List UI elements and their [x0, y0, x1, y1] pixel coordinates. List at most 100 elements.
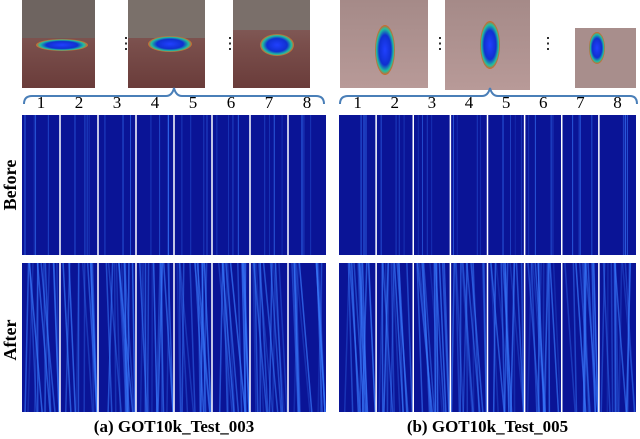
activation-streak: [618, 262, 623, 413]
column-number: 6: [539, 93, 548, 112]
activation-streak: [359, 262, 363, 413]
activation-streak: [294, 262, 301, 413]
activation-streak: [75, 262, 80, 413]
activation-streak: [503, 262, 509, 413]
activation-streak: [500, 262, 506, 413]
activation-streak: [606, 262, 609, 413]
row-label: Before: [0, 160, 20, 211]
activation-streak: [515, 262, 525, 413]
activation-streak: [243, 262, 250, 413]
svg-text:⋮: ⋮: [222, 36, 238, 53]
svg-text:⋮: ⋮: [432, 36, 448, 53]
activation-streak: [544, 262, 549, 413]
activation-streak: [28, 262, 38, 413]
activation-streak: [572, 262, 578, 413]
column-number: 6: [227, 93, 236, 112]
activation-streak: [105, 262, 113, 413]
activation-streak: [127, 262, 130, 413]
activation-streak: [194, 262, 205, 413]
activation-streak: [438, 262, 447, 413]
activation-streak: [527, 262, 541, 413]
activation-streak: [179, 262, 195, 413]
row-label: After: [0, 320, 20, 361]
activation-streak: [293, 262, 300, 413]
brace: [339, 87, 638, 105]
activation-streak: [396, 262, 409, 413]
activation-streak: [226, 262, 236, 413]
activation-streak: [120, 262, 128, 413]
activation-streak: [189, 262, 196, 413]
activation-streak: [592, 262, 599, 413]
activation-streak: [113, 262, 117, 413]
activation-streak: [353, 262, 365, 413]
activation-streak: [626, 262, 631, 413]
column-number: 4: [465, 93, 474, 112]
thumbnails-left: ⋮ ⋮: [22, 0, 310, 88]
activation-streak: [416, 262, 424, 413]
activation-streak: [470, 262, 484, 413]
activation-streak: [52, 262, 60, 413]
activation-streak: [422, 262, 431, 413]
activation-streak: [552, 262, 562, 413]
activation-streak: [587, 262, 597, 413]
activation-streak: [347, 262, 354, 413]
activation-streak: [115, 262, 122, 413]
activation-streak: [107, 262, 122, 413]
activation-streak: [358, 262, 367, 413]
activation-streak: [490, 262, 505, 413]
activation-streak: [139, 262, 145, 413]
activation-streak: [600, 262, 606, 413]
column-number: 8: [303, 93, 312, 112]
activation-streak: [492, 262, 497, 413]
activation-streak: [146, 262, 150, 413]
activation-streak: [450, 262, 456, 413]
activation-streak: [123, 262, 135, 413]
activation-streak: [466, 262, 481, 413]
activation-streak: [614, 262, 617, 413]
activation-streak: [406, 262, 413, 413]
activation-streak: [317, 262, 326, 413]
activation-streak: [221, 262, 235, 413]
activation-streak: [343, 262, 350, 413]
activation-streak: [64, 262, 71, 413]
activation-streak: [83, 262, 86, 413]
activation-streak: [483, 262, 488, 413]
caption: (b) GOT10k_Test_005: [407, 417, 568, 436]
activation-streak: [229, 262, 246, 413]
activation-streak: [43, 262, 51, 413]
activation-streak: [269, 262, 282, 413]
activation-streak: [465, 262, 469, 413]
activation-streak: [542, 262, 550, 413]
activation-streak: [564, 262, 576, 413]
activation-streak: [582, 262, 586, 413]
activation-streak: [359, 262, 369, 413]
activation-streak: [278, 262, 288, 413]
activation-streak: [89, 262, 98, 413]
activation-streak: [530, 262, 538, 413]
activation-streak: [271, 262, 277, 413]
activation-streak: [118, 262, 134, 413]
column-number: 1: [37, 93, 46, 112]
activation-streak: [548, 262, 551, 413]
activation-streak: [298, 262, 313, 413]
column-number: 4: [151, 93, 160, 112]
activation-streak: [610, 262, 614, 413]
activation-streak: [391, 262, 401, 413]
activation-streak: [357, 262, 364, 413]
activation-streak: [118, 262, 130, 413]
activation-streak: [624, 262, 636, 413]
activation-streak: [416, 262, 434, 413]
activation-streak: [584, 262, 599, 413]
activation-streak: [259, 262, 269, 413]
activation-streak: [526, 262, 533, 413]
activation-streak: [625, 262, 632, 413]
activation-streak: [361, 262, 368, 413]
activation-streak: [203, 262, 212, 413]
activation-streak: [27, 262, 34, 413]
activation-streak: [578, 262, 591, 413]
activation-streak: [534, 262, 547, 413]
activation-streak: [621, 262, 636, 413]
activation-streak: [107, 262, 114, 413]
activation-streak: [242, 262, 250, 413]
